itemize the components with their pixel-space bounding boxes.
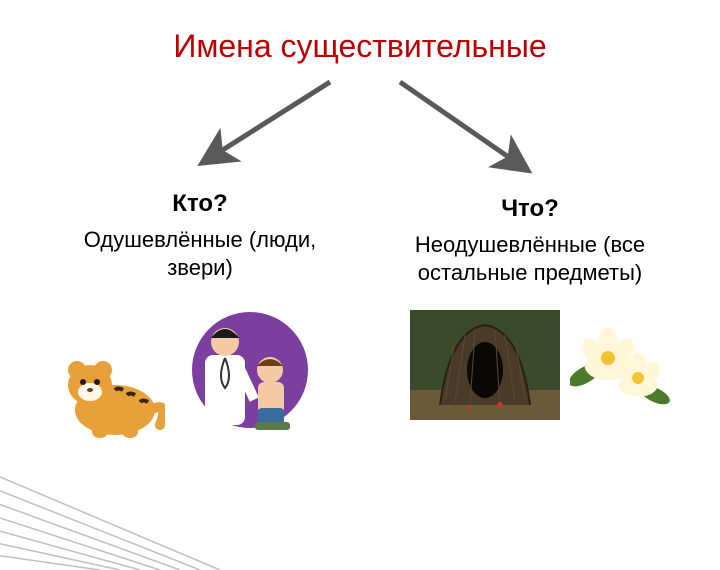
images-inanimate: [410, 310, 670, 420]
branch-animate: Кто? Одушевлённые (люди, звери): [70, 190, 330, 281]
title-text: Имена существительные: [173, 28, 546, 64]
image-bower-nest: [410, 310, 560, 420]
arrow-right: [400, 82, 520, 165]
image-tiger-cub: [55, 340, 165, 445]
image-plumeria-flowers: [570, 320, 670, 420]
page-title: Имена существительные: [0, 0, 720, 65]
branch-inanimate: Что? Неодушевлённые (все остальные предм…: [400, 195, 660, 286]
arrow-left: [210, 82, 330, 158]
images-animate: [55, 300, 325, 445]
desc-inanimate: Неодушевлённые (все остальные предметы): [400, 231, 660, 286]
question-what: Что?: [400, 195, 660, 223]
branch-arrows: [0, 70, 720, 180]
question-who: Кто?: [70, 190, 330, 218]
image-doctor-child: [175, 300, 325, 445]
desc-animate: Одушевлённые (люди, звери): [70, 226, 330, 281]
